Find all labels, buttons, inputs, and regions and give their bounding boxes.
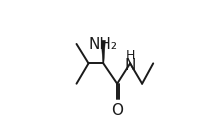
Text: NH₂: NH₂ [89, 37, 118, 52]
Text: N: N [124, 58, 136, 73]
Text: H: H [125, 49, 135, 62]
Text: O: O [111, 103, 123, 118]
Polygon shape [101, 40, 105, 63]
